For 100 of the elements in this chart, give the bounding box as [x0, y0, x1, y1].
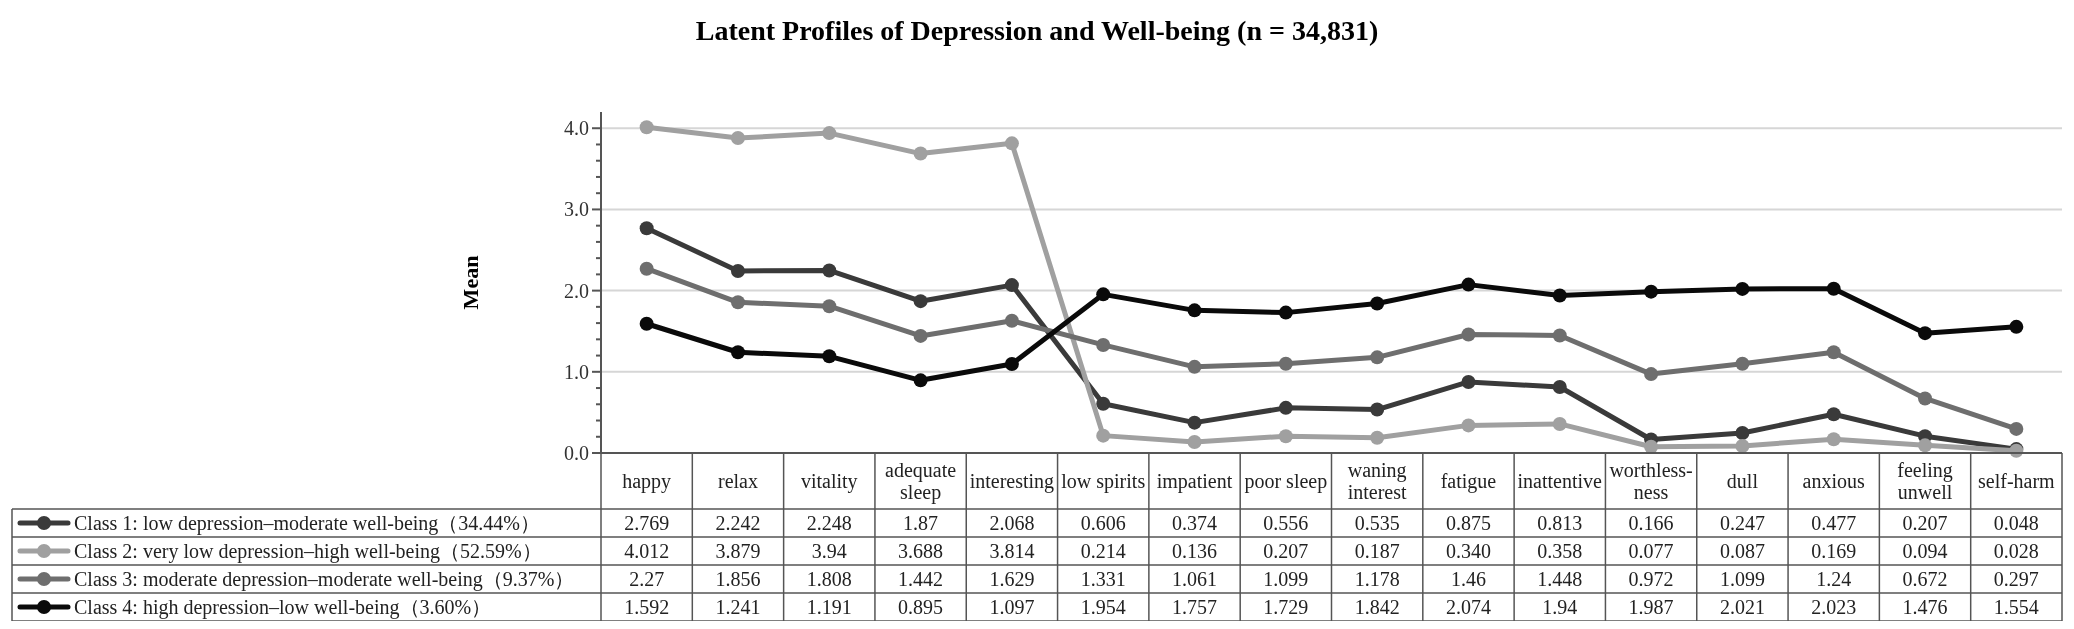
point	[1096, 287, 1111, 302]
point	[1278, 305, 1293, 320]
data-label: 2.248	[806, 512, 852, 534]
data-label: 0.247	[1719, 512, 1765, 534]
point	[639, 120, 654, 135]
point	[1461, 327, 1476, 342]
x-tick-label: adequate sleep	[885, 459, 957, 504]
data-label: 3.879	[715, 540, 761, 562]
data-label: 0.136	[1172, 540, 1218, 562]
data-label: 1.061	[1172, 568, 1218, 590]
data-label: 0.077	[1628, 540, 1674, 562]
data-label: 1.954	[1080, 596, 1126, 618]
point	[1096, 428, 1111, 443]
x-tick-label: self-harm	[1978, 470, 2056, 492]
data-label: 1.331	[1080, 568, 1126, 590]
data-label: 3.814	[989, 540, 1035, 562]
point	[639, 316, 654, 331]
data-label: 2.068	[989, 512, 1035, 534]
point	[822, 299, 837, 314]
data-label: 1.554	[1993, 596, 2039, 618]
point	[1552, 288, 1567, 303]
data-label: 0.374	[1172, 512, 1218, 534]
data-label: 2.769	[624, 512, 670, 534]
point	[730, 345, 745, 360]
y-tick-label: 4.0	[564, 117, 589, 140]
legend-label: Class 4: high depression–low well-being（3.60%）	[74, 596, 492, 619]
data-label: 0.028	[1993, 540, 2039, 562]
x-tick-label: interesting	[969, 470, 1055, 493]
data-label: 0.672	[1902, 568, 1948, 590]
point	[1826, 407, 1841, 422]
point	[2009, 319, 2024, 334]
data-label: 1.476	[1902, 596, 1948, 618]
data-label: 1.178	[1354, 568, 1400, 590]
point	[1096, 337, 1111, 352]
point	[913, 373, 928, 388]
point	[1278, 400, 1293, 415]
legend-label: Class 1: low depression–moderate well-being（34.44%）	[74, 512, 541, 535]
point	[1918, 391, 1933, 406]
data-label: 3.94	[811, 540, 847, 562]
data-label: 2.242	[715, 512, 761, 534]
data-label: 0.207	[1902, 512, 1948, 534]
data-label: 0.477	[1811, 512, 1857, 534]
point	[1644, 439, 1659, 454]
point	[1187, 415, 1202, 430]
y-axis-title: Mean	[458, 255, 483, 310]
data-label: 1.629	[989, 568, 1035, 590]
data-label: 0.556	[1263, 512, 1309, 534]
point	[1826, 281, 1841, 296]
x-tick-label: fatigue	[1440, 470, 1497, 493]
data-label: 1.191	[806, 596, 852, 618]
data-label: 1.987	[1628, 596, 1674, 618]
point	[913, 294, 928, 309]
point	[1370, 430, 1385, 445]
point	[1735, 438, 1750, 453]
y-tick-label: 1.0	[564, 360, 589, 383]
x-tick-label: impatient	[1156, 470, 1233, 493]
point	[1370, 350, 1385, 365]
data-label: 3.688	[898, 540, 944, 562]
data-label: 2.074	[1445, 596, 1491, 618]
x-tick-label: worthless-ness	[1609, 459, 1693, 503]
point	[639, 221, 654, 236]
point	[1370, 402, 1385, 417]
y-tick-label: 2.0	[564, 279, 589, 302]
data-label: 1.842	[1354, 596, 1400, 618]
data-label: 1.757	[1172, 596, 1218, 618]
data-label: 0.875	[1445, 512, 1491, 534]
point	[2009, 421, 2024, 436]
point	[1826, 345, 1841, 360]
x-tick-label: vitality	[800, 470, 858, 493]
data-label: 0.166	[1628, 512, 1674, 534]
point	[1552, 379, 1567, 394]
point	[1461, 374, 1476, 389]
data-label: 0.358	[1537, 540, 1583, 562]
y-tick-label: 0.0	[564, 442, 589, 464]
x-tick-label: poor sleep	[1244, 470, 1328, 493]
point	[913, 328, 928, 343]
data-label: 0.606	[1080, 512, 1126, 534]
chart-title: Latent Profiles of Depression and Well-being (n = 34,831)	[695, 15, 1379, 46]
point	[1918, 326, 1933, 341]
data-label: 1.94	[1542, 596, 1578, 618]
data-label: 2.021	[1719, 596, 1765, 618]
data-label: 1.442	[898, 568, 944, 590]
x-tick-label: feeling unwell	[1897, 459, 1953, 503]
point	[822, 126, 837, 141]
data-label: 1.592	[624, 596, 670, 618]
point	[1370, 296, 1385, 311]
point	[1644, 367, 1659, 382]
point	[1187, 434, 1202, 449]
data-label: 2.27	[629, 568, 665, 590]
data-label: 0.895	[898, 596, 944, 618]
point	[1826, 432, 1841, 447]
x-tick-label: anxious	[1802, 470, 1866, 492]
point	[1096, 396, 1111, 411]
point	[1278, 429, 1293, 444]
x-tick-label: low spirits	[1061, 470, 1146, 493]
data-label: 0.187	[1354, 540, 1400, 562]
point	[1735, 425, 1750, 440]
data-label: 1.24	[1816, 568, 1852, 590]
data-label: 1.87	[903, 512, 939, 534]
data-label: 2.023	[1811, 596, 1857, 618]
